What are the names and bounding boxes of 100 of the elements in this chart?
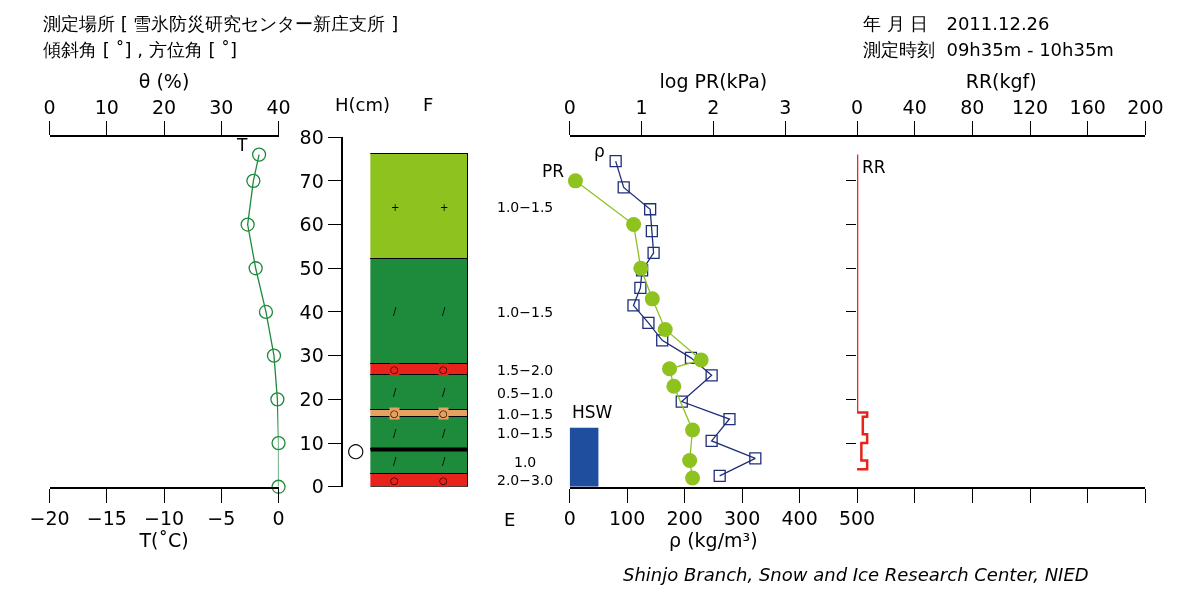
point [240, 217, 255, 232]
annotation: ○ [390, 475, 399, 486]
x-tick-label: 0 [851, 95, 864, 118]
text: 2.0−3.0 [497, 472, 554, 488]
x2-axis-title: θ (%) [138, 70, 190, 93]
band-label: HSW [572, 402, 613, 422]
annotation: / [393, 428, 397, 439]
x-tick-label: 100 [609, 507, 646, 530]
point [617, 181, 630, 194]
series-label: ρ [594, 141, 605, 161]
y-axis-title: H(cm) [335, 94, 391, 115]
text: ○ [439, 408, 448, 419]
ref-line-label: ○ [347, 438, 365, 462]
text: 1.0−1.5 [497, 406, 554, 422]
text: 1.0 [514, 454, 537, 470]
series-label: T [236, 135, 248, 155]
annotation: ○ [390, 364, 399, 375]
y-tick-label: 0 [311, 475, 324, 498]
y-tick-label: 20 [299, 388, 324, 411]
series-label: RR [862, 157, 886, 177]
x-tick-label: 160 [1069, 95, 1106, 118]
point [258, 304, 274, 320]
text: 1.0−1.5 [497, 304, 554, 320]
text: 1.0−1.5 [497, 199, 554, 215]
text: / [442, 456, 446, 467]
text: / [442, 428, 446, 439]
text: F [423, 94, 434, 115]
x-tick-label: −20 [29, 507, 70, 530]
x-tick-label: −10 [144, 507, 185, 530]
x-tick-label: 400 [781, 507, 818, 530]
x-tick-label: 0 [563, 507, 576, 530]
y-tick-label: 30 [299, 344, 324, 367]
annotation: / [393, 306, 397, 317]
text: 年 月 日 2011.12.26 [863, 13, 1050, 34]
point [271, 479, 286, 494]
x2-tick-label: 3 [779, 95, 792, 118]
x-tick-label: 80 [960, 95, 985, 118]
text: Shinjo Branch, Snow and Ice Research Center, NIED [623, 564, 1089, 585]
point [627, 299, 640, 312]
annotation: / [393, 456, 397, 467]
y-tick-label: 50 [299, 256, 324, 279]
x-tick-label: 300 [723, 507, 761, 530]
text: 1.5−2.0 [497, 362, 554, 378]
text: / [442, 387, 446, 398]
chart-subtitle: 傾斜角 [ ˚] , 方位角 [ ˚] [43, 39, 238, 60]
point [656, 334, 669, 347]
point [643, 203, 657, 216]
point [705, 434, 718, 448]
point [713, 469, 726, 482]
x2-tick-label: 20 [151, 95, 177, 118]
chart-title: 測定場所 [ 雪氷防災研究センター新庄支所 ] [43, 13, 399, 34]
point [705, 369, 718, 382]
text: 1.0−1.5 [497, 425, 554, 441]
point [246, 173, 261, 188]
annotation: ○ [390, 408, 399, 419]
point [635, 264, 649, 277]
text: ○ [439, 364, 448, 375]
point [684, 351, 698, 364]
point [723, 412, 736, 426]
point [642, 316, 655, 330]
text: + [440, 202, 449, 213]
point [248, 261, 263, 276]
text: E [504, 509, 516, 530]
x2-axis-title: log PR(kPa) [659, 70, 768, 93]
point [675, 395, 688, 408]
point [634, 281, 647, 295]
text: ○ [439, 475, 448, 486]
x-axis-title: T(˚C) [138, 529, 189, 552]
x-tick-label: −5 [207, 507, 236, 530]
text: / [442, 306, 446, 317]
series-label: PR [542, 161, 565, 181]
x2-tick-label: 10 [94, 95, 119, 118]
text: 0.5−1.0 [497, 385, 554, 401]
point [251, 147, 267, 162]
text: 測定時刻 09h35m - 10h35m [863, 39, 1114, 60]
point [271, 435, 286, 451]
x-tick-label: 120 [1011, 95, 1049, 118]
x-tick-label: −15 [86, 507, 127, 530]
point [647, 246, 660, 260]
x2-tick-label: 30 [209, 95, 234, 118]
y-tick-label: 80 [299, 125, 324, 148]
x-tick-label: 200 [666, 507, 703, 530]
point [645, 224, 659, 238]
x-tick-label: 500 [838, 507, 876, 530]
point [749, 452, 762, 465]
x2-tick-label: 2 [707, 95, 720, 118]
x-tick-label: 200 [1127, 95, 1164, 118]
point [609, 155, 622, 168]
point [266, 348, 282, 363]
y-tick-label: 60 [299, 213, 324, 236]
x-axis-title: ρ (kg/m³) [669, 529, 758, 552]
x2-tick-label: 1 [635, 95, 648, 118]
y-tick-label: 70 [299, 169, 324, 192]
x-tick-label: 40 [902, 95, 927, 118]
x-axis-title: RR(kgf) [965, 70, 1037, 93]
y-tick-label: 40 [299, 300, 324, 323]
annotation: + [391, 202, 400, 213]
point [270, 392, 285, 407]
x-tick-label: 0 [272, 507, 285, 530]
y-tick-label: 10 [299, 431, 324, 454]
